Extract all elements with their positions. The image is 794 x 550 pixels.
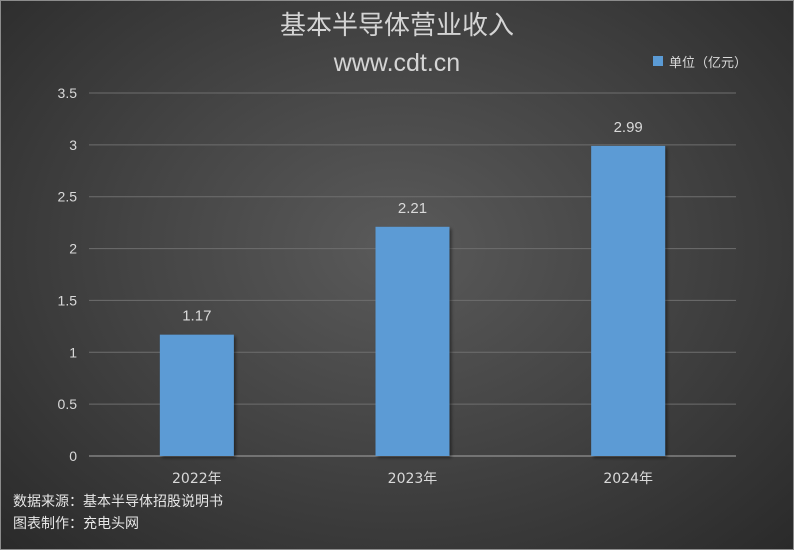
y-tick-label: 0 [69, 448, 77, 464]
bar [159, 334, 234, 456]
y-tick-label: 2.5 [58, 189, 78, 205]
x-tick-label: 2022年 [172, 471, 222, 487]
y-tick-label: 0.5 [58, 396, 78, 412]
y-tick-label: 3.5 [58, 85, 78, 101]
chart-title: 基本半导体营业收入 [279, 11, 514, 41]
chart-credit: 图表制作：充电头网 [13, 516, 139, 532]
y-tick-label: 1 [69, 344, 77, 360]
y-tick-label: 3 [69, 137, 77, 153]
data-label: 2.99 [614, 119, 643, 136]
data-label: 1.17 [182, 308, 211, 325]
y-tick-label: 2 [69, 241, 77, 257]
legend-swatch [653, 56, 663, 66]
bar [375, 226, 450, 456]
bar [591, 145, 666, 456]
y-tick-label: 1.5 [58, 292, 78, 308]
chart-subtitle: www.cdt.cn [333, 49, 461, 77]
x-tick-label: 2024年 [603, 471, 653, 487]
legend-label: 单位（亿元） [669, 55, 748, 71]
legend: 单位（亿元） [653, 52, 748, 71]
x-tick-label: 2023年 [388, 471, 438, 487]
data-source: 数据来源：基本半导体招股说明书 [13, 494, 223, 510]
data-label: 2.21 [398, 200, 427, 217]
